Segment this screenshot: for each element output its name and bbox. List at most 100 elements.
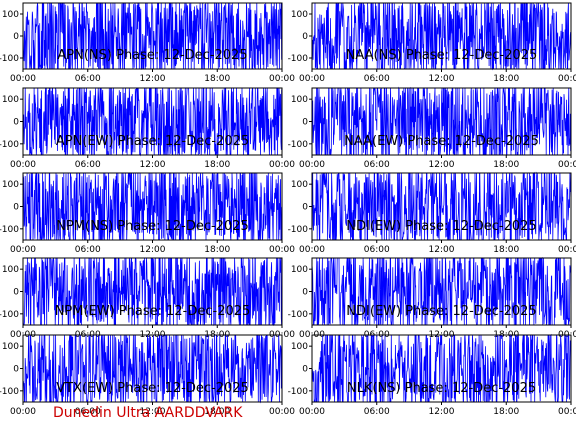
x-tick-label: 18:00 [204, 160, 230, 170]
y-tick-label: 0 [13, 32, 19, 42]
x-tick-label: 12:00 [429, 245, 455, 255]
x-tick-label: 00:00 [269, 245, 295, 255]
x-tick-label: 06:00 [75, 407, 101, 417]
panel-title: NLK(NS) Phase: 12-Dec-2025 [347, 381, 536, 396]
chart-panel-5: 100 0 -100 00:00 06:00 12:00 18:00 00:00 NPM(NS)… [0, 172, 295, 255]
y-tick-label: 100 [2, 342, 19, 352]
y-tick-label: 100 [291, 342, 308, 352]
x-tick-label: 18:00 [493, 245, 519, 255]
chart-panel-9: 100 0 -100 00:00 06:00 12:00 18:00 00:00 VTX(EW)… [0, 334, 295, 417]
phase-series-line [22, 87, 283, 157]
x-tick-label: 12:00 [429, 407, 455, 417]
panel-title: APN(EW) Phase: 12-Dec-2025 [56, 134, 249, 149]
phase-series-line [311, 256, 572, 326]
x-tick-label: 12:00 [429, 74, 455, 84]
x-tick-label: 00:00 [269, 407, 295, 417]
x-tick-label: 06:00 [75, 160, 101, 170]
panel-title: NDI(EW) Phase: 12-Dec-2025 [346, 304, 536, 319]
x-tick-label: 00:00 [558, 74, 576, 84]
y-tick-label: 100 [291, 265, 308, 275]
y-tick-label: -100 [0, 310, 19, 320]
x-tick-label: 18:00 [204, 245, 230, 255]
x-tick-label: 00:00 [269, 74, 295, 84]
phase-series-line [22, 334, 283, 404]
x-tick-label: 12:00 [140, 74, 166, 84]
y-tick-label: 100 [291, 95, 308, 105]
x-tick-label: 00:00 [10, 407, 36, 417]
y-tick-label: 100 [291, 180, 308, 190]
y-tick-label: 0 [13, 288, 19, 298]
chart-panel-6: 100 0 -100 00:00 06:00 12:00 18:00 00:00 NDI(EW)… [288, 171, 576, 255]
x-tick-label: 12:00 [140, 160, 166, 170]
chart-panel-2: 100 0 -100 00:00 06:00 12:00 18:00 00:00 NAA(NS)… [288, 2, 576, 84]
phase-series-line [22, 2, 283, 70]
x-tick-label: 18:00 [493, 407, 519, 417]
y-tick-label: -100 [0, 387, 19, 397]
x-tick-label: 06:00 [75, 74, 101, 84]
chart-panel-4: 100 0 -100 00:00 06:00 12:00 18:00 00:00 NAA(EW)… [288, 86, 576, 170]
y-tick-label: 100 [2, 95, 19, 105]
y-tick-label: 100 [2, 180, 19, 190]
x-tick-label: 00:00 [299, 160, 325, 170]
y-tick-label: 0 [13, 203, 19, 213]
y-tick-label: 0 [302, 365, 308, 375]
y-tick-label: -100 [0, 54, 19, 64]
x-tick-label: 18:00 [204, 407, 230, 417]
y-tick-label: 0 [13, 118, 19, 128]
x-tick-label: 12:00 [429, 160, 455, 170]
x-tick-label: 18:00 [493, 74, 519, 84]
x-tick-label: 00:00 [558, 245, 576, 255]
y-tick-label: -100 [288, 140, 309, 150]
y-tick-label: -100 [288, 310, 309, 320]
chart-panel-3: 100 0 -100 00:00 06:00 12:00 18:00 00:00 APN(EW)… [0, 87, 295, 170]
panel-title: NAA(EW) Phase: 12-Dec-2025 [344, 134, 539, 149]
y-tick-label: 100 [291, 10, 308, 20]
x-tick-label: 18:00 [204, 74, 230, 84]
y-tick-label: -100 [0, 140, 19, 150]
y-tick-label: 0 [302, 203, 308, 213]
chart-panel-1: 100 0 -100 00:00 06:00 12:00 18:00 00:00 APN(NS)… [0, 2, 295, 84]
phase-series-line [311, 171, 572, 241]
y-tick-label: 100 [2, 265, 19, 275]
phase-series-line [22, 172, 283, 241]
x-tick-label: 00:00 [10, 74, 36, 84]
panel-title: NDI(EW) Phase: 12-Dec-2025 [346, 219, 536, 234]
chart-panel-10: 100 0 -100 00:00 06:00 12:00 18:00 00:00 NLK(NS)… [288, 333, 576, 417]
y-tick-label: -100 [288, 387, 309, 397]
y-tick-label: -100 [0, 225, 19, 235]
y-tick-label: -100 [288, 54, 309, 64]
panel-title: APN(NS) Phase: 12-Dec-2025 [57, 48, 247, 63]
panel-title: NAA(NS) Phase: 12-Dec-2025 [346, 48, 538, 63]
panel-title: VTX(EW) Phase: 12-Dec-2025 [56, 381, 249, 396]
phase-series-line [22, 257, 283, 327]
y-tick-label: 0 [302, 288, 308, 298]
panel-title: NPM(EW) Phase: 12-Dec-2025 [55, 304, 251, 319]
y-tick-label: 100 [2, 10, 19, 20]
y-tick-label: 0 [302, 118, 308, 128]
x-tick-label: 06:00 [364, 407, 390, 417]
x-tick-label: 06:00 [75, 245, 101, 255]
phase-series-line [311, 333, 572, 403]
footer-label: Dunedin Ultra AARDDVARK [53, 405, 243, 421]
phase-series-line [311, 86, 572, 156]
x-tick-label: 00:00 [558, 407, 576, 417]
y-tick-label: 0 [302, 32, 308, 42]
x-tick-label: 00:00 [10, 160, 36, 170]
x-tick-label: 00:00 [299, 407, 325, 417]
x-tick-label: 06:00 [364, 74, 390, 84]
x-tick-label: 00:00 [10, 245, 36, 255]
x-tick-label: 12:00 [140, 407, 166, 417]
x-tick-label: 00:00 [299, 245, 325, 255]
x-tick-label: 06:00 [364, 160, 390, 170]
y-tick-label: 0 [13, 365, 19, 375]
chart-panel-8: 1000-10000:0006:0012:0018:0000:00NDI(EW)… [288, 256, 576, 340]
x-tick-label: 00:00 [269, 160, 295, 170]
x-tick-label: 00:00 [299, 74, 325, 84]
y-tick-label: -100 [288, 225, 309, 235]
x-tick-label: 00:00 [558, 160, 576, 170]
panel-title: NPM(NS) Phase: 12-Dec-2025 [56, 219, 249, 234]
x-tick-label: 12:00 [140, 245, 166, 255]
x-tick-label: 06:00 [364, 245, 390, 255]
